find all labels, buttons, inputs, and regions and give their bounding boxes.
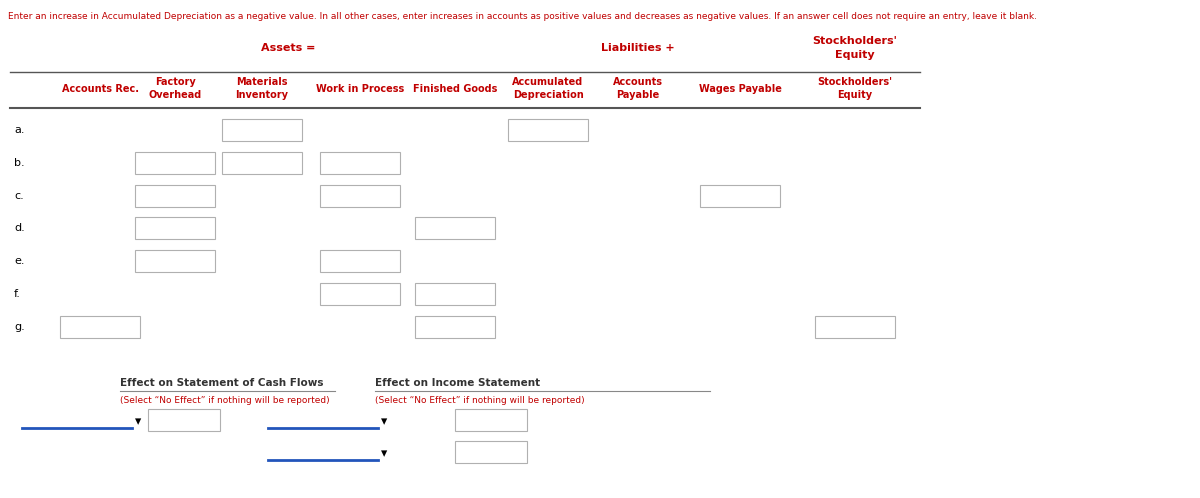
FancyBboxPatch shape: [320, 185, 400, 207]
Text: Accumulated: Accumulated: [512, 77, 583, 87]
FancyBboxPatch shape: [60, 316, 140, 338]
Text: ▾: ▾: [382, 448, 388, 461]
FancyBboxPatch shape: [222, 152, 302, 174]
Text: (Select “No Effect” if nothing will be reported): (Select “No Effect” if nothing will be r…: [120, 395, 330, 404]
Text: Accounts: Accounts: [613, 77, 662, 87]
Text: Overhead: Overhead: [149, 90, 202, 100]
Text: Assets =: Assets =: [260, 43, 316, 53]
FancyBboxPatch shape: [320, 250, 400, 272]
Text: ▾: ▾: [382, 415, 388, 428]
Text: f.: f.: [14, 289, 20, 299]
Text: Effect on Income Statement: Effect on Income Statement: [374, 378, 540, 388]
FancyBboxPatch shape: [134, 185, 215, 207]
FancyBboxPatch shape: [222, 119, 302, 141]
Text: g.: g.: [14, 322, 25, 332]
Text: Stockholders': Stockholders': [817, 77, 893, 87]
Text: Depreciation: Depreciation: [512, 90, 583, 100]
FancyBboxPatch shape: [700, 185, 780, 207]
Text: Effect on Statement of Cash Flows: Effect on Statement of Cash Flows: [120, 378, 324, 388]
Text: (Select “No Effect” if nothing will be reported): (Select “No Effect” if nothing will be r…: [374, 395, 584, 404]
FancyBboxPatch shape: [134, 152, 215, 174]
FancyBboxPatch shape: [320, 283, 400, 305]
Text: Equity: Equity: [838, 90, 872, 100]
Text: Stockholders': Stockholders': [812, 36, 898, 46]
Text: d.: d.: [14, 223, 25, 233]
FancyBboxPatch shape: [415, 283, 496, 305]
FancyBboxPatch shape: [508, 119, 588, 141]
FancyBboxPatch shape: [320, 152, 400, 174]
Text: Payable: Payable: [617, 90, 660, 100]
FancyBboxPatch shape: [455, 441, 527, 463]
Text: a.: a.: [14, 125, 24, 135]
Text: Liabilities +: Liabilities +: [601, 43, 674, 53]
FancyBboxPatch shape: [815, 316, 895, 338]
Text: Factory: Factory: [155, 77, 196, 87]
Text: b.: b.: [14, 158, 25, 168]
Text: Enter an increase in Accumulated Depreciation as a negative value. In all other : Enter an increase in Accumulated Depreci…: [8, 12, 1037, 21]
FancyBboxPatch shape: [148, 409, 220, 431]
FancyBboxPatch shape: [415, 217, 496, 239]
Text: c.: c.: [14, 191, 24, 201]
Text: Accounts Rec.: Accounts Rec.: [61, 84, 138, 94]
FancyBboxPatch shape: [134, 217, 215, 239]
FancyBboxPatch shape: [415, 316, 496, 338]
Text: Finished Goods: Finished Goods: [413, 84, 497, 94]
Text: Inventory: Inventory: [235, 90, 288, 100]
Text: ▾: ▾: [134, 415, 142, 428]
FancyBboxPatch shape: [455, 409, 527, 431]
FancyBboxPatch shape: [134, 250, 215, 272]
Text: Work in Process: Work in Process: [316, 84, 404, 94]
Text: Equity: Equity: [835, 50, 875, 60]
Text: Wages Payable: Wages Payable: [698, 84, 781, 94]
Text: Materials: Materials: [236, 77, 288, 87]
Text: e.: e.: [14, 256, 24, 266]
